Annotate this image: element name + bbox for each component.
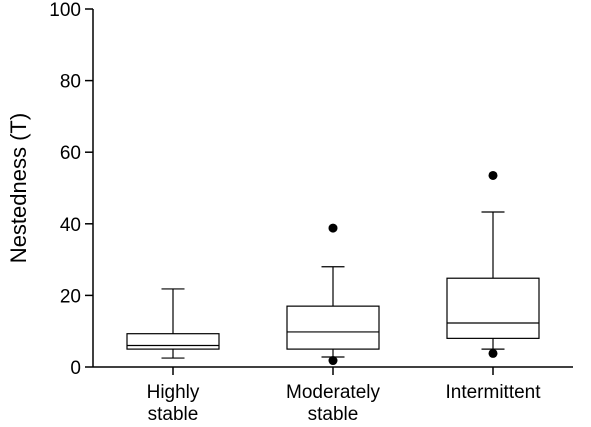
box-group (126, 288, 220, 359)
y-tick-label: 100 (49, 0, 81, 21)
x-tick-label: Highly stable (147, 382, 200, 425)
iqr-box (126, 333, 220, 350)
y-tick-label: 80 (60, 72, 81, 93)
outlier-point (488, 170, 498, 180)
boxes (126, 170, 540, 366)
iqr-box (286, 305, 380, 350)
box-group (446, 170, 540, 358)
x-tick-label-line: Intermittent (445, 382, 541, 403)
outlier-point (328, 223, 338, 233)
outlier-point (328, 356, 338, 366)
y-axis-title: Nestedness (T) (6, 113, 31, 263)
x-tick-label-line: Highly (147, 382, 200, 403)
outlier-point (488, 348, 498, 358)
x-tick-label-line: stable (308, 404, 359, 425)
x-tick-label: Moderately stable (286, 382, 380, 425)
y-tick-label: 60 (60, 143, 81, 164)
x-tick-label-line: stable (148, 404, 199, 425)
y-tick-label: 0 (70, 358, 81, 379)
y-tick-label: 20 (60, 286, 81, 307)
x-tick-label: Intermittent (445, 382, 541, 403)
x-tick-label-line: Moderately (286, 382, 380, 403)
y-tick-label: 40 (60, 215, 81, 236)
iqr-box (446, 277, 540, 339)
box-group (286, 223, 380, 366)
y-axis: 0 20 40 60 80 100 (49, 0, 94, 379)
